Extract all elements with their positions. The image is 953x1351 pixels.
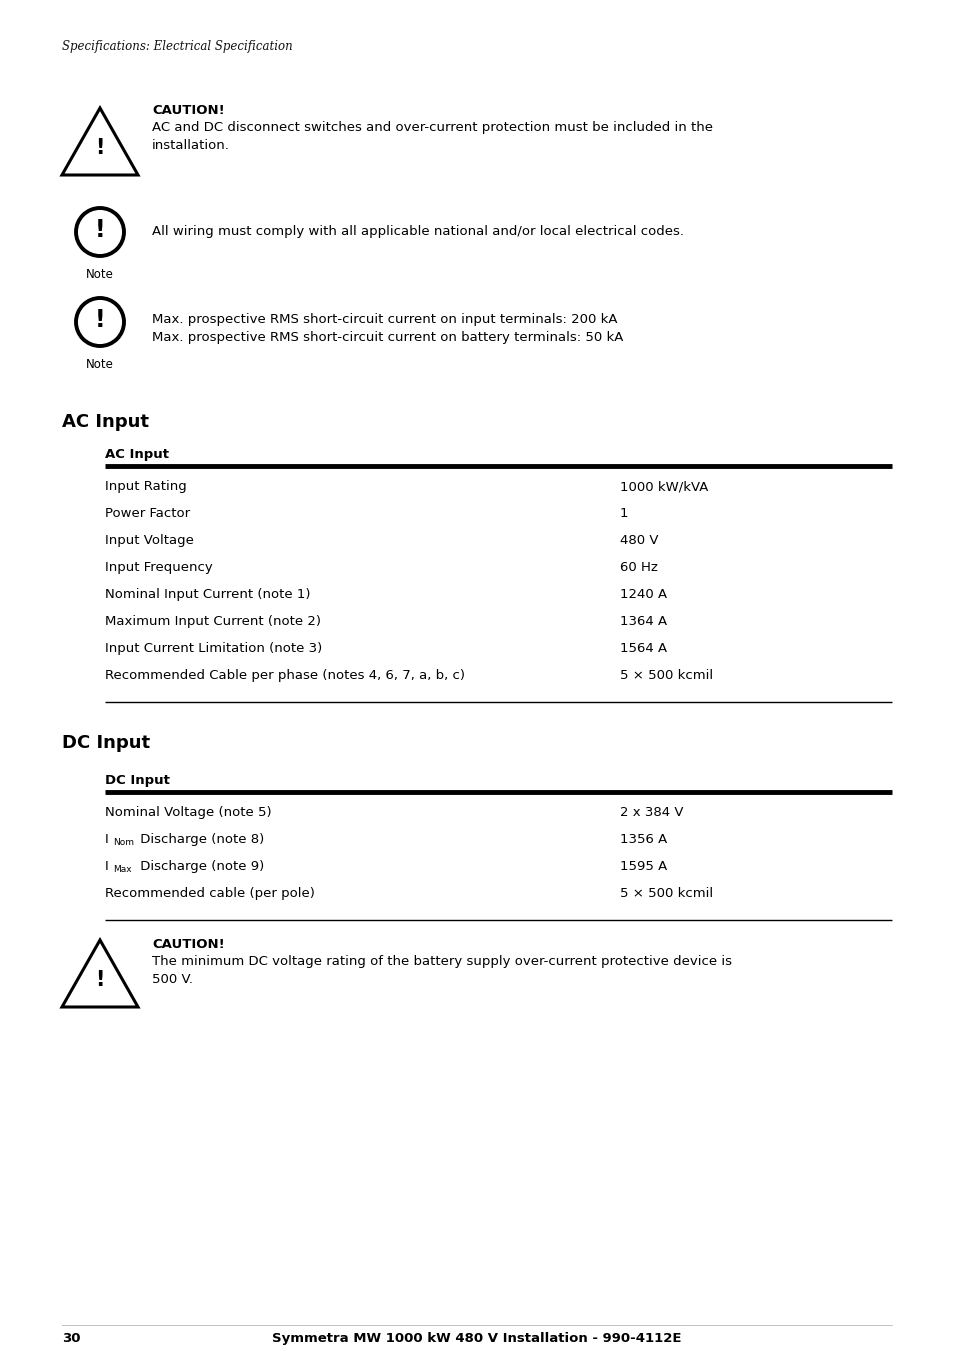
Text: Specifications: Electrical Specification: Specifications: Electrical Specification bbox=[62, 41, 293, 53]
Text: Note: Note bbox=[86, 358, 113, 372]
Text: Recommended cable (per pole): Recommended cable (per pole) bbox=[105, 888, 314, 900]
Text: 1364 A: 1364 A bbox=[619, 615, 666, 628]
Text: CAUTION!: CAUTION! bbox=[152, 104, 225, 118]
Text: AC Input: AC Input bbox=[62, 413, 149, 431]
Text: 1595 A: 1595 A bbox=[619, 861, 666, 873]
Text: Input Rating: Input Rating bbox=[105, 480, 187, 493]
Text: I: I bbox=[105, 834, 109, 846]
Text: 1: 1 bbox=[619, 507, 628, 520]
Text: 1356 A: 1356 A bbox=[619, 834, 666, 846]
Text: 1564 A: 1564 A bbox=[619, 642, 666, 655]
Text: !: ! bbox=[95, 138, 105, 158]
Text: CAUTION!: CAUTION! bbox=[152, 938, 225, 951]
Text: Note: Note bbox=[86, 267, 113, 281]
Text: Input Voltage: Input Voltage bbox=[105, 534, 193, 547]
Text: Discharge (note 8): Discharge (note 8) bbox=[136, 834, 264, 846]
Text: Input Current Limitation (note 3): Input Current Limitation (note 3) bbox=[105, 642, 322, 655]
Text: The minimum DC voltage rating of the battery supply over-current protective devi: The minimum DC voltage rating of the bat… bbox=[152, 955, 731, 969]
Text: installation.: installation. bbox=[152, 139, 230, 153]
Text: DC Input: DC Input bbox=[105, 774, 170, 788]
Text: Nom: Nom bbox=[112, 838, 133, 847]
Text: 30: 30 bbox=[62, 1332, 80, 1346]
Text: 500 V.: 500 V. bbox=[152, 973, 193, 986]
Text: 480 V: 480 V bbox=[619, 534, 658, 547]
Text: Max. prospective RMS short-circuit current on input terminals: 200 kA: Max. prospective RMS short-circuit curre… bbox=[152, 313, 617, 326]
Text: 5 × 500 kcmil: 5 × 500 kcmil bbox=[619, 888, 713, 900]
Text: !: ! bbox=[95, 970, 105, 990]
Text: Nominal Voltage (note 5): Nominal Voltage (note 5) bbox=[105, 807, 272, 819]
Text: Input Frequency: Input Frequency bbox=[105, 561, 213, 574]
Text: !: ! bbox=[94, 218, 105, 242]
Text: I: I bbox=[105, 861, 109, 873]
Text: Discharge (note 9): Discharge (note 9) bbox=[136, 861, 264, 873]
Text: AC and DC disconnect switches and over-current protection must be included in th: AC and DC disconnect switches and over-c… bbox=[152, 122, 712, 134]
Text: Power Factor: Power Factor bbox=[105, 507, 190, 520]
Text: 1240 A: 1240 A bbox=[619, 588, 666, 601]
Text: 5 × 500 kcmil: 5 × 500 kcmil bbox=[619, 669, 713, 682]
Text: Max. prospective RMS short-circuit current on battery terminals: 50 kA: Max. prospective RMS short-circuit curre… bbox=[152, 331, 622, 345]
Text: !: ! bbox=[94, 308, 105, 332]
Text: 2 x 384 V: 2 x 384 V bbox=[619, 807, 682, 819]
Text: Maximum Input Current (note 2): Maximum Input Current (note 2) bbox=[105, 615, 320, 628]
Text: Max: Max bbox=[112, 865, 132, 874]
Text: Symmetra MW 1000 kW 480 V Installation - 990-4112E: Symmetra MW 1000 kW 480 V Installation -… bbox=[272, 1332, 681, 1346]
Text: All wiring must comply with all applicable national and/or local electrical code: All wiring must comply with all applicab… bbox=[152, 226, 683, 238]
Text: Nominal Input Current (note 1): Nominal Input Current (note 1) bbox=[105, 588, 310, 601]
Text: Recommended Cable per phase (notes 4, 6, 7, a, b, c): Recommended Cable per phase (notes 4, 6,… bbox=[105, 669, 464, 682]
Text: 60 Hz: 60 Hz bbox=[619, 561, 658, 574]
Text: DC Input: DC Input bbox=[62, 734, 150, 753]
Text: AC Input: AC Input bbox=[105, 449, 169, 461]
Text: 1000 kW/kVA: 1000 kW/kVA bbox=[619, 480, 708, 493]
